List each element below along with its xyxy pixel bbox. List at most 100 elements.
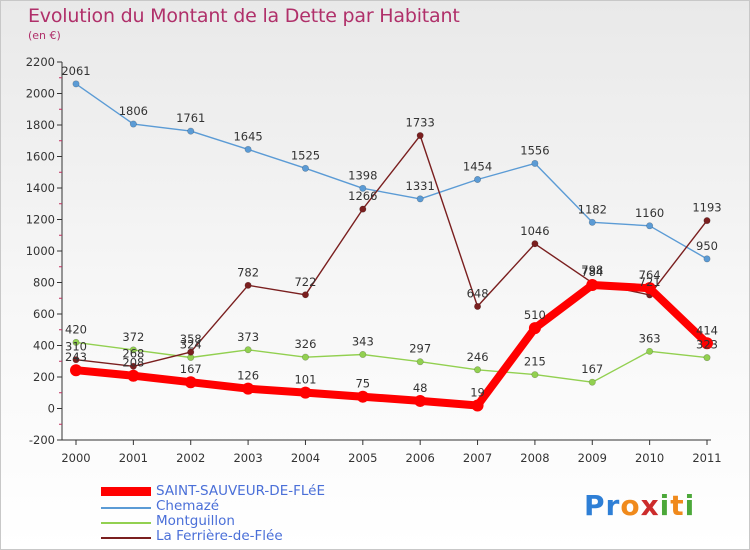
data-point <box>72 338 80 346</box>
data-label: 782 <box>237 265 259 279</box>
data-label: 1331 <box>406 179 435 193</box>
legend-swatch <box>101 487 151 496</box>
legend-swatch <box>101 537 151 539</box>
data-label: 1182 <box>578 202 607 216</box>
brand-letter: t <box>670 489 685 522</box>
data-label: 648 <box>467 286 489 300</box>
data-point <box>129 362 137 370</box>
data-label: 372 <box>122 330 144 344</box>
data-point <box>471 399 484 412</box>
y-tick-label: 1400 <box>26 181 55 195</box>
data-label: 1193 <box>692 201 721 215</box>
data-label: 414 <box>696 323 718 337</box>
data-point <box>416 358 424 366</box>
data-label: 2061 <box>61 64 90 78</box>
series-line <box>72 281 711 410</box>
series-line <box>75 341 708 383</box>
y-tick-label: 400 <box>33 339 55 353</box>
data-point <box>301 291 309 299</box>
data-label: 326 <box>294 337 316 351</box>
data-point <box>703 354 711 362</box>
data-point <box>184 376 197 389</box>
y-tick-label: 1200 <box>26 213 55 227</box>
data-label: 420 <box>65 322 87 336</box>
data-label: 246 <box>467 350 489 364</box>
series-saint-sauveur-de-flee <box>70 279 713 412</box>
data-point <box>129 346 137 354</box>
data-point <box>474 302 482 310</box>
data-label: 798 <box>581 263 603 277</box>
y-tick-label: 2000 <box>26 87 55 101</box>
x-tick-label: 2008 <box>520 451 549 465</box>
data-label: 297 <box>409 342 431 356</box>
series-la-ferriere-de-flee <box>72 132 711 370</box>
axes: -200 0 200 400 600 800 1000 1200 1400 1600 1800 200… <box>26 55 722 465</box>
data-point <box>588 378 596 386</box>
data-label: 167 <box>581 362 603 376</box>
data-label: 310 <box>65 340 87 354</box>
data-point <box>701 337 713 350</box>
y-tick-label: 0 <box>48 402 55 416</box>
data-label: 1046 <box>520 224 549 238</box>
data-label: 358 <box>180 332 202 346</box>
x-tick-label: 2000 <box>61 451 90 465</box>
brand-letter: r <box>605 489 621 522</box>
data-point <box>129 120 137 128</box>
data-label: 950 <box>696 239 718 253</box>
legend-label: SAINT-SAUVEUR-DE-FLéE <box>156 483 325 499</box>
x-tick-label: 2010 <box>635 451 664 465</box>
brand-letter: o <box>620 489 641 522</box>
data-label: 324 <box>180 337 202 351</box>
x-tick-label: 2003 <box>233 451 262 465</box>
y-tick-label: 1000 <box>26 244 55 258</box>
data-label: 1266 <box>348 189 377 203</box>
legend-swatch <box>101 507 151 509</box>
data-label: 510 <box>524 308 546 322</box>
data-point <box>416 132 424 140</box>
brand-logo: Proxiti <box>584 489 695 522</box>
brand-letter: i <box>659 489 671 522</box>
data-point <box>474 366 482 374</box>
y-tick-label: 2200 <box>26 55 55 69</box>
data-label: 1160 <box>635 206 664 220</box>
series-line <box>75 134 708 367</box>
data-labels-layer: 2061 1806 1761 1645 1525 1398 1331 1454 1556 1182… <box>61 64 721 400</box>
data-label: 363 <box>639 331 661 345</box>
data-point <box>242 382 255 395</box>
brand-letter: x <box>640 489 660 522</box>
data-point <box>127 369 140 382</box>
legend-swatch <box>101 522 151 524</box>
y-tick-label: 800 <box>33 276 55 290</box>
data-point <box>586 279 599 292</box>
data-label: 323 <box>696 338 718 352</box>
data-label: 1556 <box>520 143 549 157</box>
data-label: 1806 <box>119 104 148 118</box>
data-point <box>703 217 711 225</box>
data-point <box>703 255 711 263</box>
data-label: 764 <box>639 268 661 282</box>
data-label: 215 <box>524 355 546 369</box>
x-tick-label: 2002 <box>176 451 205 465</box>
data-point <box>301 164 309 172</box>
series-chemaze <box>72 80 711 263</box>
data-point <box>359 205 367 213</box>
data-point <box>359 184 367 192</box>
y-tick-label: -200 <box>29 433 55 447</box>
y-tick-label: 600 <box>33 307 55 321</box>
brand-letter: P <box>584 489 606 522</box>
legend-label: La Ferrière-de-Flée <box>156 528 283 544</box>
data-point <box>187 127 195 135</box>
legend-label: Montguillon <box>156 513 235 529</box>
data-label: 784 <box>581 265 603 279</box>
data-label: 1761 <box>176 111 205 125</box>
data-point <box>244 346 252 354</box>
series-montguillon <box>72 338 711 386</box>
data-label: 1454 <box>463 159 492 173</box>
data-point <box>531 371 539 379</box>
data-label: 1525 <box>291 148 320 162</box>
chart-title: Evolution du Montant de la Dette par Hab… <box>28 5 460 27</box>
x-tick-label: 2004 <box>291 451 320 465</box>
data-label: 126 <box>237 369 259 383</box>
data-point <box>72 356 80 364</box>
